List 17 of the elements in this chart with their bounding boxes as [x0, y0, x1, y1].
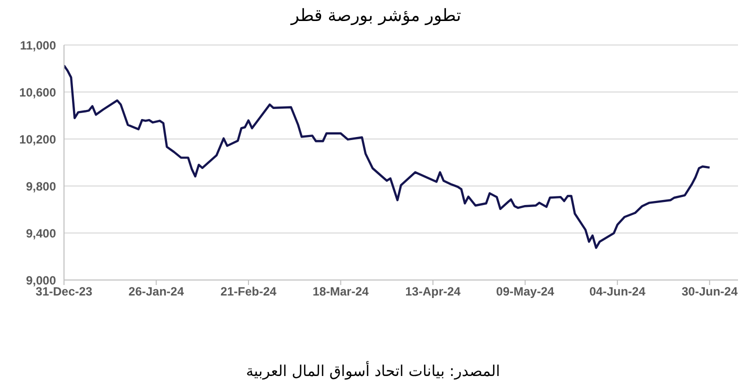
- y-tick-label: 11,000: [20, 38, 56, 52]
- y-tick-label: 9,800: [26, 179, 56, 194]
- x-tick-label: 04-Jun-24: [589, 284, 646, 299]
- x-tick-label: 09-May-24: [496, 284, 554, 299]
- y-tick-label: 10,600: [19, 85, 56, 100]
- x-tick-label: 13-Apr-24: [405, 284, 461, 299]
- y-tick-label: 10,200: [19, 132, 56, 146]
- x-tick-label: 21-Feb-24: [220, 284, 277, 299]
- y-tick-label: 9,000: [26, 273, 56, 288]
- text: المصدر: بيانات اتحاد أسواق المال العربية: [244, 362, 500, 380]
- x-tick-label: 18-Mar-24: [312, 284, 370, 299]
- x-tick-label: 31-Dec-23: [36, 284, 93, 299]
- chart-title: تطور مؤشر بورصة قطر: [289, 6, 462, 26]
- x-tick-label: 26-Jan-24: [128, 284, 184, 299]
- line-series: [64, 64, 711, 249]
- y-tick-label: 9,400: [26, 226, 56, 240]
- x-tick-label: 30-Jun-24: [682, 284, 738, 299]
